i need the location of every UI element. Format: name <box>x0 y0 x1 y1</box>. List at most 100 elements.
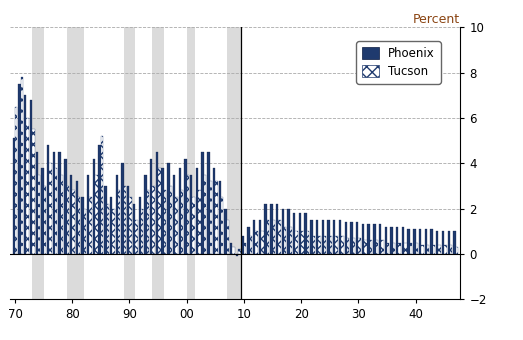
Bar <box>339 220 341 254</box>
Bar <box>47 145 49 254</box>
Bar <box>335 236 338 254</box>
Bar <box>450 245 452 254</box>
Bar <box>410 242 412 254</box>
Bar <box>219 181 221 254</box>
Bar <box>133 204 135 254</box>
Bar <box>72 190 75 254</box>
Bar <box>444 245 447 254</box>
Bar <box>167 163 169 254</box>
Bar <box>295 231 298 254</box>
Bar <box>21 77 23 254</box>
Bar <box>13 138 15 254</box>
Bar <box>32 129 35 254</box>
Bar <box>379 224 381 254</box>
Bar <box>381 240 384 254</box>
Bar <box>404 242 406 254</box>
Bar <box>301 231 303 254</box>
Bar <box>43 186 46 254</box>
Bar <box>387 242 390 254</box>
Bar <box>333 220 335 254</box>
Bar <box>55 168 58 254</box>
Bar <box>442 231 444 254</box>
Bar <box>15 106 17 254</box>
Bar <box>347 238 349 254</box>
Bar <box>36 152 38 254</box>
Bar <box>390 227 393 254</box>
Bar <box>221 197 223 254</box>
Bar <box>207 152 210 254</box>
Bar <box>416 242 418 254</box>
Bar <box>341 236 344 254</box>
Bar <box>213 168 215 254</box>
Bar <box>299 213 301 254</box>
Bar <box>427 245 429 254</box>
Bar <box>413 229 416 254</box>
Bar <box>175 197 178 254</box>
Bar <box>307 231 309 254</box>
Bar <box>238 249 241 254</box>
Bar <box>41 168 43 254</box>
Bar <box>53 152 55 254</box>
Bar <box>152 27 164 299</box>
Bar <box>139 197 141 254</box>
Bar <box>38 174 40 254</box>
Bar <box>433 245 435 254</box>
Bar <box>158 168 161 254</box>
Bar <box>436 231 438 254</box>
Bar <box>130 197 132 254</box>
Bar <box>393 242 395 254</box>
Bar <box>89 197 92 254</box>
Bar <box>259 220 261 254</box>
Bar <box>249 236 252 254</box>
Bar <box>396 227 399 254</box>
Bar <box>247 227 249 254</box>
Bar <box>215 181 218 254</box>
Bar <box>107 204 109 254</box>
Bar <box>227 27 241 299</box>
Bar <box>370 240 372 254</box>
Bar <box>316 220 319 254</box>
Bar <box>184 159 187 254</box>
Bar <box>373 224 376 254</box>
Bar <box>127 186 130 254</box>
Bar <box>112 208 115 254</box>
Bar <box>244 242 246 254</box>
Bar <box>230 242 233 254</box>
Bar <box>425 229 427 254</box>
Bar <box>253 220 255 254</box>
Bar <box>364 240 367 254</box>
Bar <box>59 152 61 254</box>
Bar <box>87 174 89 254</box>
Bar <box>319 236 321 254</box>
Bar <box>101 136 103 254</box>
Bar <box>376 240 378 254</box>
Bar <box>419 229 422 254</box>
Bar <box>124 186 126 254</box>
Bar <box>141 208 143 254</box>
Bar <box>116 174 118 254</box>
Bar <box>453 231 456 254</box>
Bar <box>93 159 95 254</box>
Legend: Phoenix, Tucson: Phoenix, Tucson <box>356 41 441 84</box>
Bar <box>198 190 200 254</box>
Bar <box>124 27 135 299</box>
Bar <box>210 181 212 254</box>
Bar <box>327 220 330 254</box>
Bar <box>66 186 69 254</box>
Bar <box>322 220 324 254</box>
Bar <box>456 247 458 254</box>
Bar <box>227 220 229 254</box>
Bar <box>284 227 287 254</box>
Bar <box>356 222 358 254</box>
Bar <box>78 197 81 254</box>
Bar <box>407 229 410 254</box>
Bar <box>81 197 84 254</box>
Bar <box>95 174 98 254</box>
Bar <box>76 181 78 254</box>
Bar <box>310 220 313 254</box>
Bar <box>287 208 290 254</box>
Bar <box>313 236 315 254</box>
Bar <box>362 224 364 254</box>
Bar <box>49 163 52 254</box>
Bar <box>104 186 107 254</box>
